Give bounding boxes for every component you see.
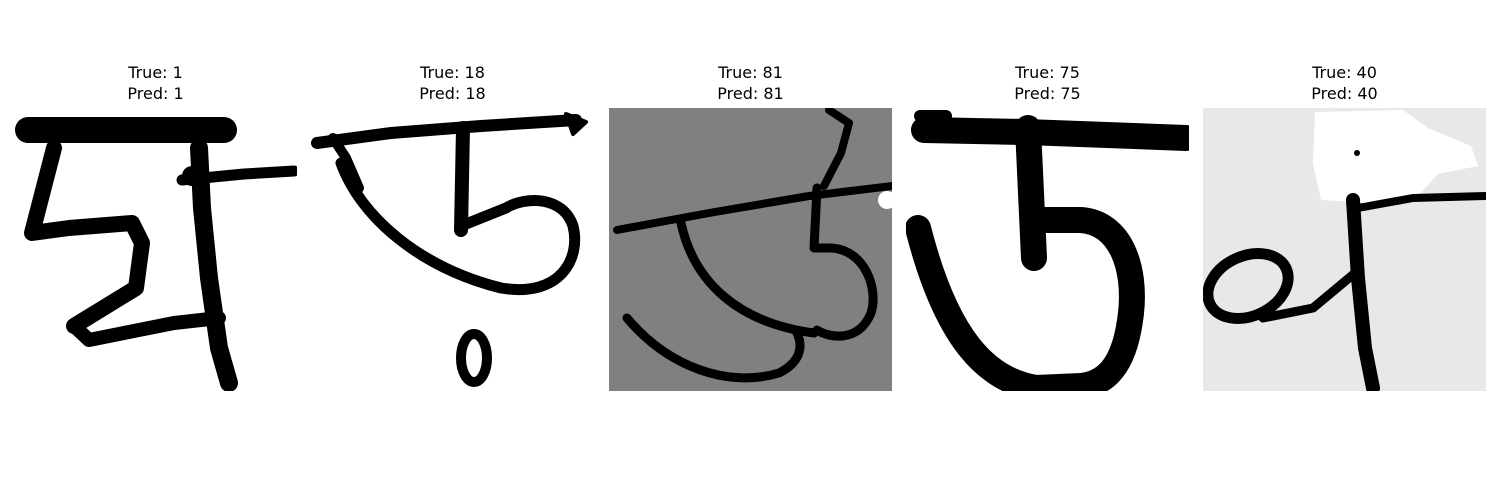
true-label-3: True: 81 xyxy=(718,63,783,82)
character-image-5 xyxy=(1203,108,1486,391)
pred-label-3: Pred: 81 xyxy=(717,84,784,103)
true-label-2: True: 18 xyxy=(420,63,485,82)
character-image-1 xyxy=(14,108,297,391)
sample-caption-2: True: 18 Pred: 18 xyxy=(311,62,594,108)
sample-panel-4: True: 75 Pred: 75 xyxy=(906,62,1189,391)
sample-caption-4: True: 75 Pred: 75 xyxy=(906,62,1189,108)
sample-caption-1: True: 1 Pred: 1 xyxy=(14,62,297,108)
pred-label-4: Pred: 75 xyxy=(1014,84,1081,103)
sample-caption-3: True: 81 Pred: 81 xyxy=(609,62,892,108)
sample-caption-5: True: 40 Pred: 40 xyxy=(1203,62,1486,108)
pred-label-1: Pred: 1 xyxy=(127,84,184,103)
sample-panel-3: True: 81 Pred: 81 xyxy=(609,62,892,391)
character-image-2 xyxy=(311,108,594,391)
pred-label-5: Pred: 40 xyxy=(1311,84,1378,103)
character-image-3 xyxy=(609,108,892,391)
pred-label-2: Pred: 18 xyxy=(419,84,486,103)
true-label-1: True: 1 xyxy=(128,63,183,82)
character-image-4 xyxy=(906,108,1189,391)
true-label-4: True: 75 xyxy=(1015,63,1080,82)
sample-panel-1: True: 1 Pred: 1 xyxy=(14,62,297,391)
true-label-5: True: 40 xyxy=(1312,63,1377,82)
sample-panel-2: True: 18 Pred: 18 xyxy=(311,62,594,391)
sample-panel-5: True: 40 Pred: 40 xyxy=(1203,62,1486,391)
